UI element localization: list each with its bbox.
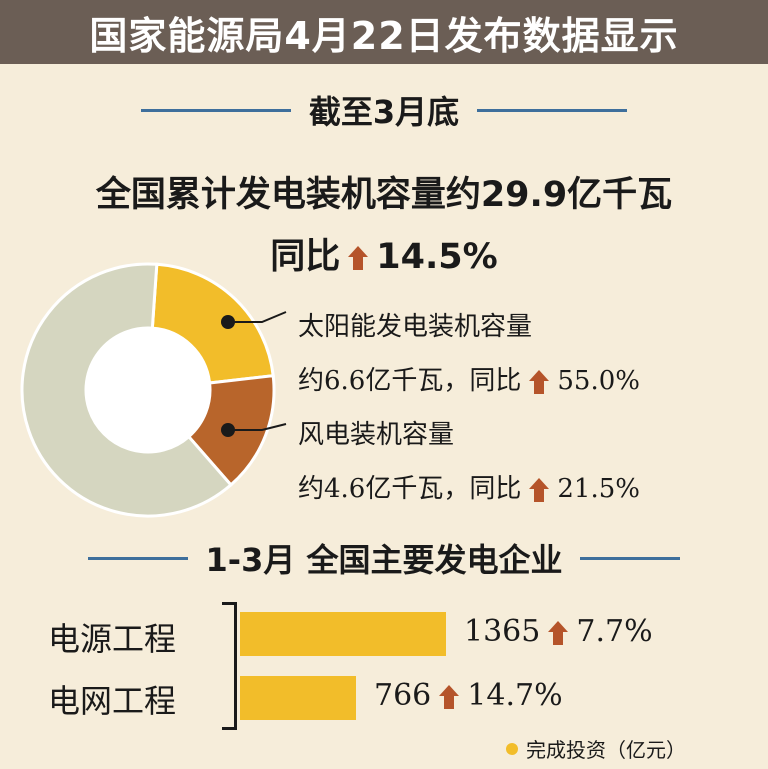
section-heading-q1: 1-3月 全国主要发电企业 — [0, 538, 768, 579]
total-yoy-prefix: 同比 — [270, 237, 341, 277]
bar-value-growth: 7.7% — [576, 614, 653, 649]
bar-value-growth: 14.7% — [467, 678, 563, 713]
solar-leader-dot — [221, 315, 235, 329]
category-bracket — [222, 602, 237, 730]
wind-legend-title: 风电装机容量 — [298, 420, 455, 450]
divider-left — [87, 556, 188, 560]
section-heading-text: 截至3月底 — [308, 93, 460, 131]
bar-value-number: 766 — [374, 678, 432, 713]
unit-legend: 完成投资（亿元） — [506, 734, 686, 763]
header-banner: 国家能源局4月22日发布数据显示 — [0, 0, 768, 64]
wind-legend-detail: 约4.6亿千瓦，同比 21.5% — [298, 468, 640, 505]
arrow-up-icon — [548, 621, 569, 645]
solar-leader-line — [228, 311, 287, 323]
wind-legend-growth: 21.5% — [557, 474, 640, 504]
divider-right — [580, 556, 681, 560]
wind-leader-line — [228, 423, 287, 431]
arrow-up-icon — [529, 478, 550, 502]
section-heading-text: 1-3月 全国主要发电企业 — [205, 541, 563, 579]
bar-power-source — [240, 612, 446, 656]
wind-leader-dot — [221, 423, 235, 437]
arrow-up-icon — [439, 685, 460, 709]
total-capacity-text: 全国累计发电装机容量约29.9亿千瓦 — [95, 175, 673, 215]
bar-label-power-source: 电源工程 — [48, 620, 177, 658]
arrow-up-icon — [529, 370, 550, 394]
solar-legend-growth: 55.0% — [557, 366, 640, 396]
legend-dot — [506, 742, 518, 755]
solar-legend-detail: 约6.6亿千瓦，同比 55.0% — [298, 360, 640, 397]
wind-legend-amount: 约4.6亿千瓦，同比 — [298, 474, 522, 504]
bar-value-power-source: 1365 7.7% — [464, 614, 653, 649]
bar-label-power-grid: 电网工程 — [48, 682, 177, 720]
page-title: 国家能源局4月22日发布数据显示 — [89, 13, 679, 58]
arrow-up-icon — [348, 246, 369, 270]
solar-legend-amount: 约6.6亿千瓦，同比 — [298, 366, 522, 396]
total-yoy-line: 同比 14.5% — [0, 228, 768, 279]
bar-value-power-grid: 766 14.7% — [374, 678, 563, 713]
bar-power-grid — [240, 676, 356, 720]
divider-right — [477, 108, 628, 112]
divider-left — [140, 108, 291, 112]
bar-value-number: 1365 — [464, 614, 541, 649]
section-heading-march: 截至3月底 — [0, 90, 768, 131]
solar-legend-title: 太阳能发电装机容量 — [298, 312, 533, 342]
donut-hole — [86, 328, 210, 452]
unit-legend-text: 完成投资（亿元） — [526, 738, 686, 762]
total-yoy-value: 14.5% — [376, 237, 498, 277]
